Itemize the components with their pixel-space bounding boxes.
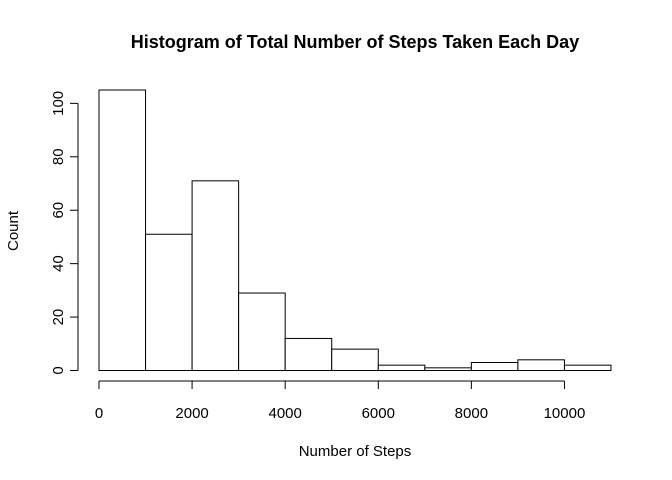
- x-tick-label: 4000: [268, 405, 301, 422]
- chart-title: Histogram of Total Number of Steps Taken…: [131, 32, 579, 52]
- x-tick-label: 8000: [455, 405, 488, 422]
- y-axis: 0 20 40 60 80 100: [50, 91, 79, 375]
- x-axis: 0 2000 4000 6000 8000 10000: [95, 380, 586, 422]
- x-tick-label: 10000: [544, 405, 586, 422]
- histogram-bar: [98, 89, 147, 371]
- bars-group: [98, 89, 612, 372]
- histogram-bar: [145, 233, 193, 371]
- histogram-bar: [470, 361, 519, 372]
- histogram-bar: [331, 348, 379, 371]
- y-tick-label: 80: [50, 148, 67, 165]
- histogram-bar: [284, 337, 333, 372]
- x-tick-label: 6000: [362, 405, 395, 422]
- histogram-bar: [191, 180, 240, 371]
- x-tick-label: 0: [95, 405, 103, 422]
- histogram-bar: [563, 364, 612, 371]
- y-tick-label: 40: [50, 255, 67, 272]
- x-tick-label: 2000: [175, 405, 208, 422]
- y-tick-label: 100: [50, 91, 67, 116]
- histogram-bar: [377, 364, 426, 371]
- histogram-bar: [517, 359, 565, 372]
- histogram-bar: [238, 292, 286, 371]
- y-tick-label: 0: [50, 366, 67, 374]
- y-tick-label: 60: [50, 202, 67, 219]
- x-axis-label: Number of Steps: [299, 443, 412, 460]
- y-axis-label: Count: [5, 210, 22, 251]
- y-tick-label: 20: [50, 309, 67, 326]
- histogram-bar: [424, 367, 472, 372]
